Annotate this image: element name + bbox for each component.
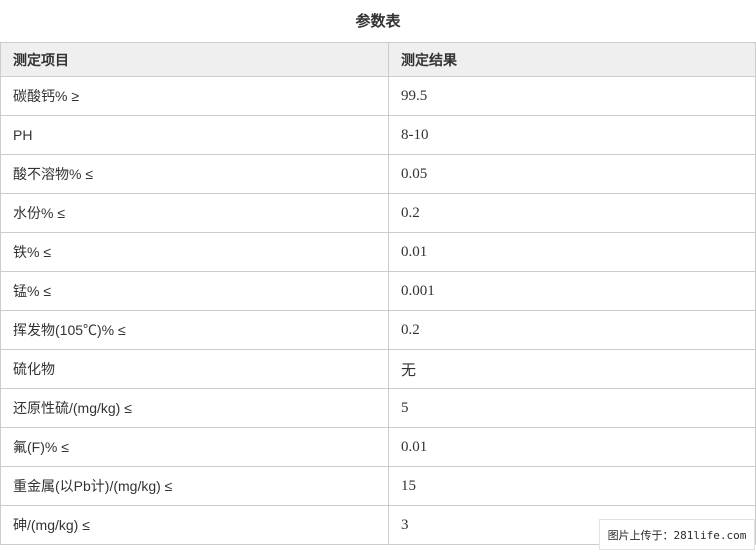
header-cell-item: 测定项目 bbox=[0, 42, 389, 77]
result-cell: 8-10 bbox=[388, 115, 756, 155]
item-cell: 锰% ≤ bbox=[0, 271, 389, 311]
item-cell: 碳酸钙% ≥ bbox=[0, 76, 389, 116]
result-cell: 0.01 bbox=[388, 427, 756, 467]
item-cell: 重金属(以Pb计)/(mg/kg) ≤ bbox=[0, 466, 389, 506]
watermark-text: 图片上传于：281life.com bbox=[607, 528, 747, 542]
watermark: 图片上传于：281life.com bbox=[599, 519, 755, 550]
item-cell: 水份% ≤ bbox=[0, 193, 389, 233]
table-row: 酸不溶物% ≤ 0.05 bbox=[0, 154, 756, 194]
table-row: 碳酸钙% ≥ 99.5 bbox=[0, 76, 756, 116]
table-row: 挥发物(105℃)% ≤ 0.2 bbox=[0, 310, 756, 350]
table-row: 砷/(mg/kg) ≤ 3 bbox=[0, 505, 756, 545]
item-cell: 砷/(mg/kg) ≤ bbox=[0, 505, 389, 545]
table-row: PH 8-10 bbox=[0, 115, 756, 155]
table-row: 氟(F)% ≤ 0.01 bbox=[0, 427, 756, 467]
item-cell: 铁% ≤ bbox=[0, 232, 389, 272]
table-header-row: 测定项目 测定结果 bbox=[0, 42, 756, 77]
item-cell: 挥发物(105℃)% ≤ bbox=[0, 310, 389, 350]
result-cell: 0.01 bbox=[388, 232, 756, 272]
result-cell: 无 bbox=[388, 349, 756, 389]
result-cell: 5 bbox=[388, 388, 756, 428]
result-cell: 99.5 bbox=[388, 76, 756, 116]
table-row: 硫化物 无 bbox=[0, 349, 756, 389]
item-cell: 氟(F)% ≤ bbox=[0, 427, 389, 467]
result-cell: 0.2 bbox=[388, 193, 756, 233]
item-cell: 酸不溶物% ≤ bbox=[0, 154, 389, 194]
table-row: 水份% ≤ 0.2 bbox=[0, 193, 756, 233]
table-row: 铁% ≤ 0.01 bbox=[0, 232, 756, 272]
item-cell: 还原性硫/(mg/kg) ≤ bbox=[0, 388, 389, 428]
table-row: 锰% ≤ 0.001 bbox=[0, 271, 756, 311]
item-cell: 硫化物 bbox=[0, 349, 389, 389]
table-row: 重金属(以Pb计)/(mg/kg) ≤ 15 bbox=[0, 466, 756, 506]
spec-table: 测定项目 测定结果 碳酸钙% ≥ 99.5 PH 8-10 酸不溶物% ≤ 0.… bbox=[0, 42, 756, 545]
result-cell: 15 bbox=[388, 466, 756, 506]
result-cell: 0.05 bbox=[388, 154, 756, 194]
result-cell: 0.2 bbox=[388, 310, 756, 350]
header-cell-result: 测定结果 bbox=[388, 42, 756, 77]
table-row: 还原性硫/(mg/kg) ≤ 5 bbox=[0, 388, 756, 428]
item-cell: PH bbox=[0, 115, 389, 155]
result-cell: 0.001 bbox=[388, 271, 756, 311]
page-title: 参数表 bbox=[355, 13, 401, 30]
